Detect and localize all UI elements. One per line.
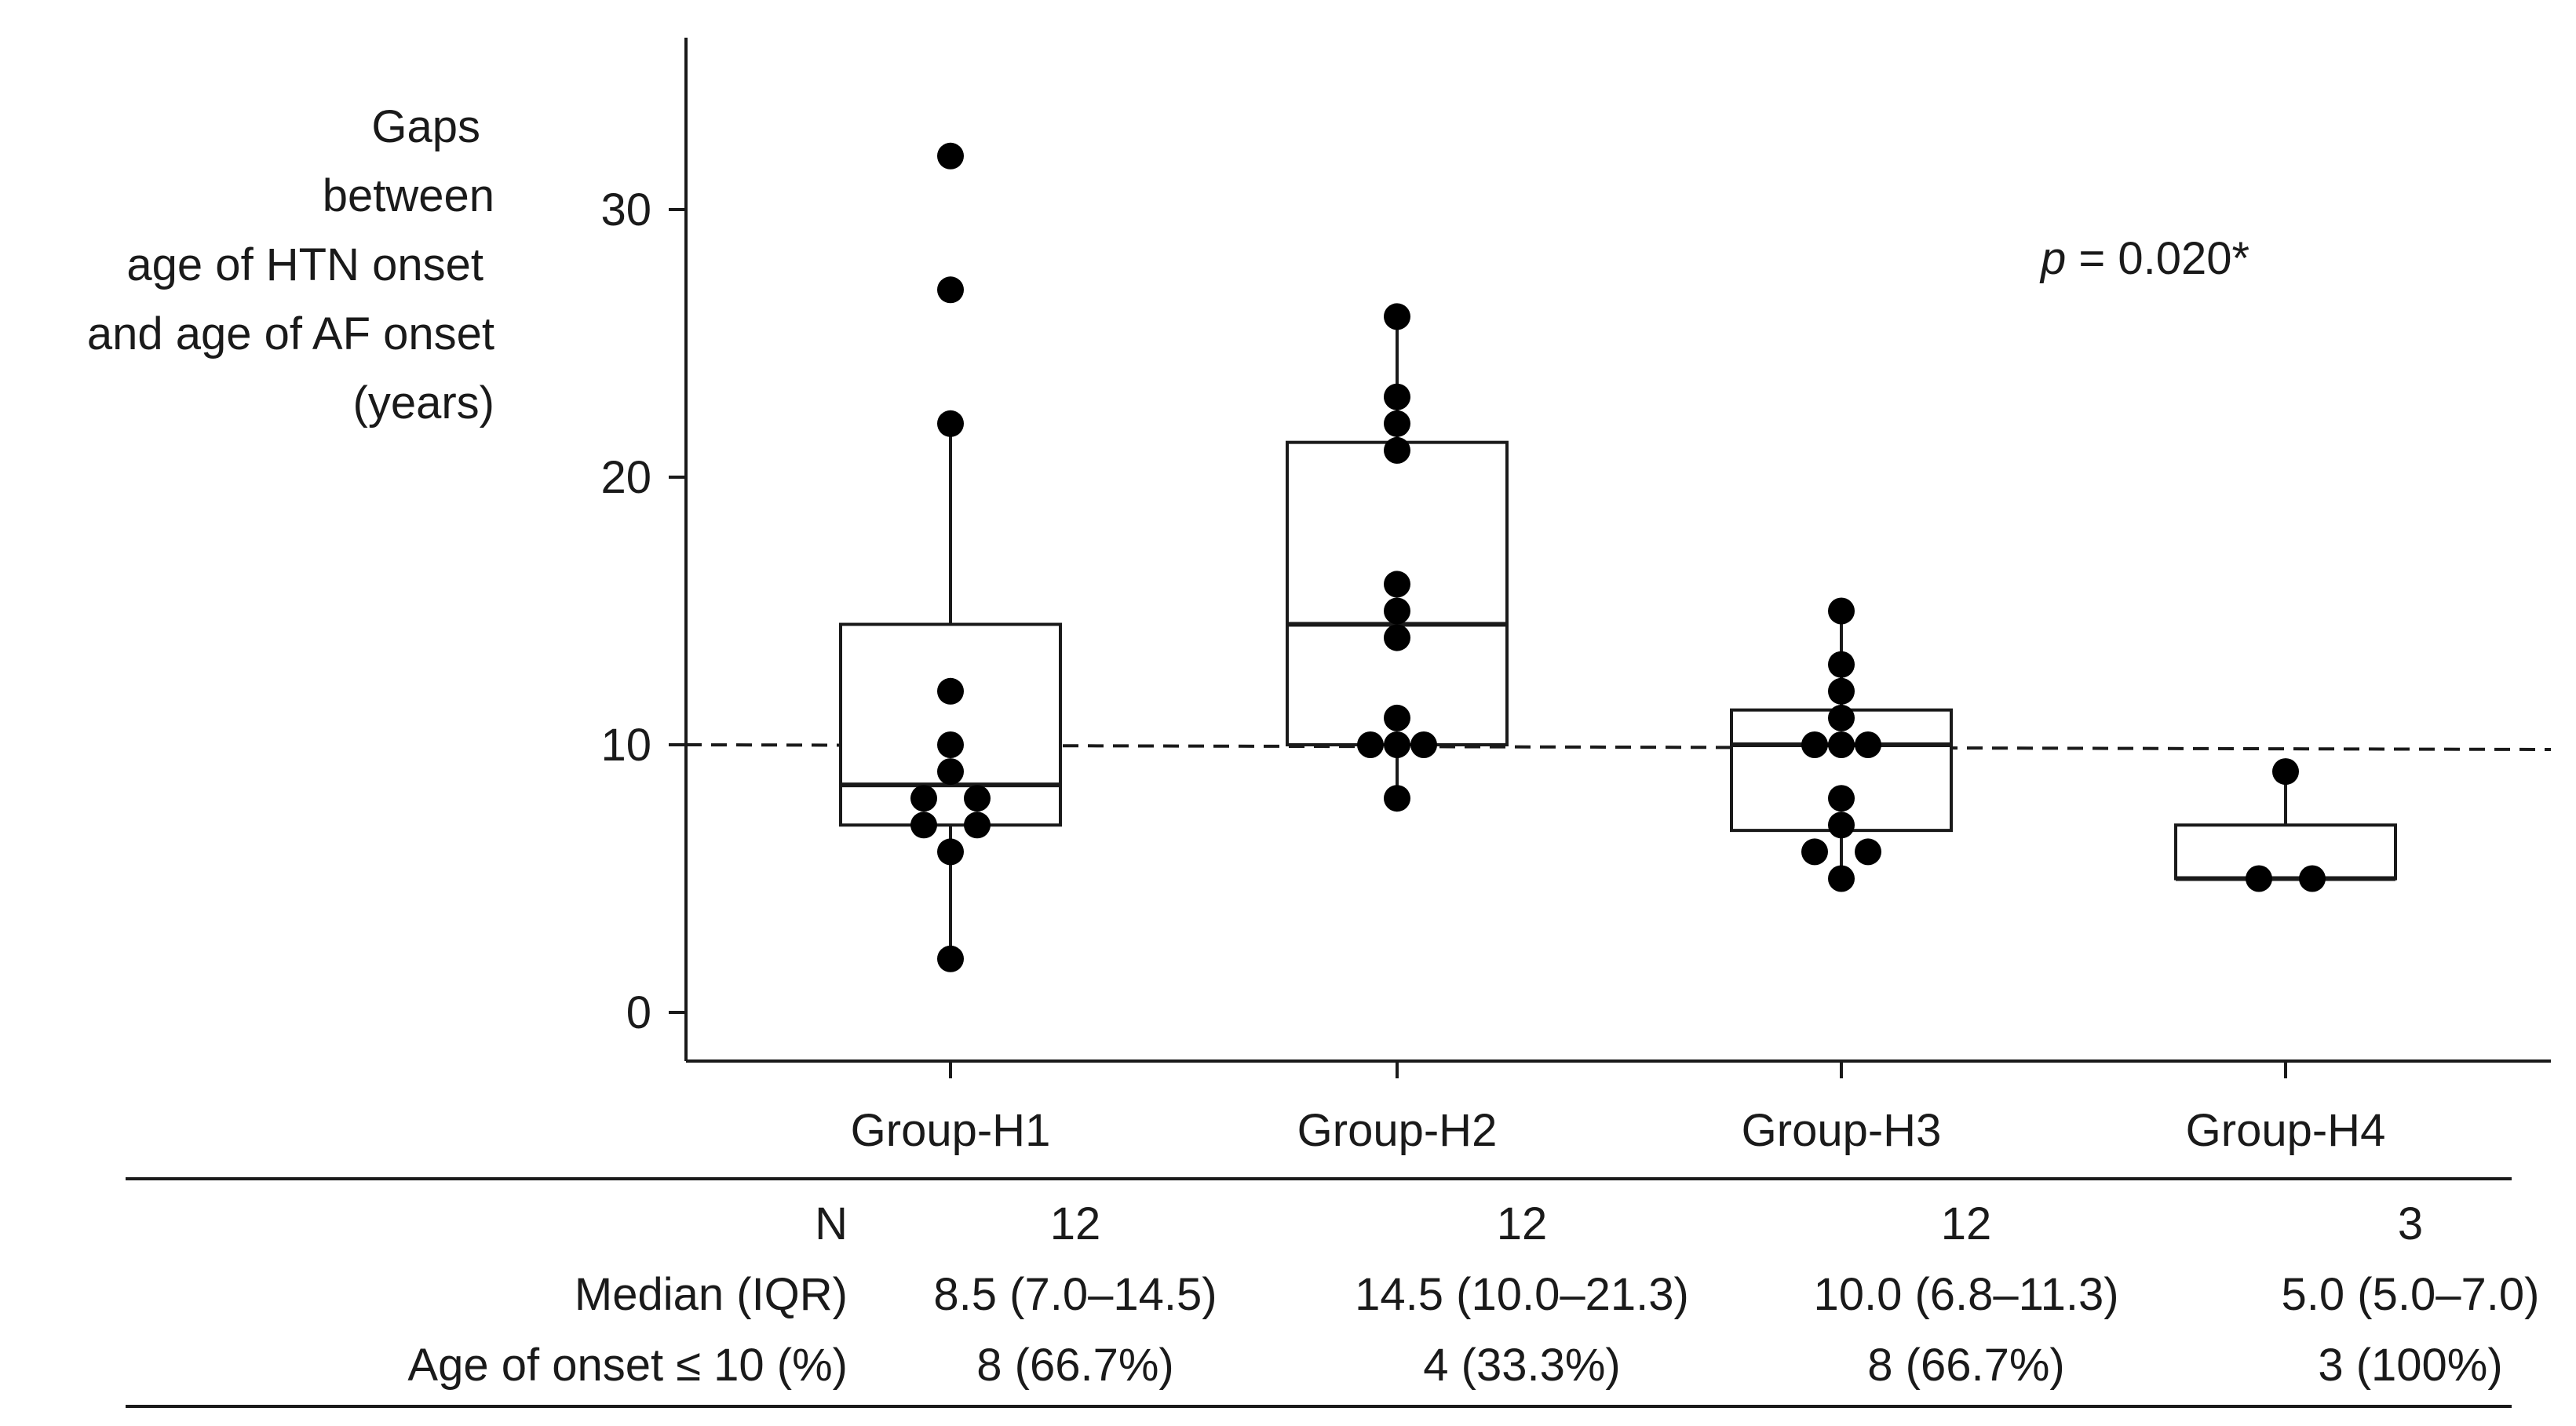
data-point xyxy=(1384,624,1410,651)
table-cell: 12 xyxy=(1940,1198,1992,1249)
data-point xyxy=(1828,731,1855,758)
data-point xyxy=(1855,731,1881,758)
x-tick-label: Group-H3 xyxy=(1742,1105,1942,1156)
table-cell: 8 (66.7%) xyxy=(976,1340,1174,1391)
data-point xyxy=(1855,838,1881,866)
y-axis-label-line: between xyxy=(322,170,494,221)
data-point xyxy=(1384,597,1410,625)
data-point xyxy=(1384,436,1410,464)
data-point xyxy=(1828,865,1855,892)
row-label: Age of onset ≤ 10 (%) xyxy=(407,1340,848,1391)
data-point xyxy=(1384,785,1410,812)
iqr-box xyxy=(839,622,1062,827)
table-cell: 14.5 (10.0–21.3) xyxy=(1355,1269,1689,1320)
table-cell: 3 (100%) xyxy=(2318,1340,2503,1391)
y-axis-label-line: (years) xyxy=(352,377,494,429)
data-point xyxy=(1384,704,1410,731)
p-symbol: p xyxy=(2041,233,2067,284)
data-point xyxy=(2272,758,2299,786)
data-point xyxy=(964,811,991,839)
data-point xyxy=(2246,865,2272,892)
data-point xyxy=(910,785,937,812)
data-point xyxy=(1828,785,1855,812)
y-tick-label: 20 xyxy=(600,452,651,503)
table-cell: 4 (33.3%) xyxy=(1423,1340,1621,1391)
table-row: Age of onset ≤ 10 (%) 8 (66.7%) 4 (33.3%… xyxy=(126,1329,2512,1402)
x-tick-label: Group-H2 xyxy=(1297,1105,1498,1156)
table-cell: 10.0 (6.8–11.3) xyxy=(1813,1269,2119,1320)
table-cell: 12 xyxy=(1496,1198,1548,1249)
data-point xyxy=(1384,571,1410,598)
data-point xyxy=(1384,303,1410,330)
data-point xyxy=(1828,811,1855,839)
p-value-annotation: p = 0.020* xyxy=(2041,232,2249,285)
row-label: Median (IQR) xyxy=(574,1269,848,1320)
data-point xyxy=(937,945,964,972)
p-value-text: = 0.020* xyxy=(2066,233,2250,284)
table-row: N 12 12 12 3 xyxy=(126,1188,2512,1260)
y-axis-label-line: and age of AF onset xyxy=(86,308,494,359)
y-tick-label: 30 xyxy=(600,184,651,235)
y-axis-label: Gaps between age of HTN onset and age of… xyxy=(16,93,494,438)
data-point xyxy=(1828,704,1855,731)
data-point xyxy=(937,838,964,866)
data-point xyxy=(1384,731,1410,758)
data-point xyxy=(1410,731,1437,758)
row-label: N xyxy=(815,1198,848,1249)
y-axis-label-line: Gaps xyxy=(371,101,480,152)
y-axis-label-line: age of HTN onset xyxy=(126,239,483,290)
data-point xyxy=(1357,731,1384,758)
data-point xyxy=(937,731,964,758)
data-point xyxy=(1828,651,1855,678)
table-cell: 3 xyxy=(2397,1198,2424,1249)
summary-table: N 12 12 12 3 Median (IQR) 8.5 (7.0–14.5)… xyxy=(126,1177,2540,1408)
data-point xyxy=(910,811,937,839)
data-point xyxy=(2299,865,2326,892)
y-tick-label: 10 xyxy=(600,720,651,771)
data-point xyxy=(1828,597,1855,625)
table-cell: 5.0 (5.0–7.0) xyxy=(2281,1269,2540,1320)
x-tick-label: Group-H4 xyxy=(2186,1105,2386,1156)
data-point xyxy=(1384,383,1410,410)
data-point xyxy=(937,276,964,304)
data-point xyxy=(1801,838,1828,866)
data-point xyxy=(937,142,964,170)
table-cell: 12 xyxy=(1049,1198,1101,1249)
table-cell: 8 (66.7%) xyxy=(1867,1340,2065,1391)
table-cell: 8.5 (7.0–14.5) xyxy=(933,1269,1217,1320)
data-point xyxy=(937,758,964,786)
data-point xyxy=(964,785,991,812)
table-row: Median (IQR) 8.5 (7.0–14.5) 14.5 (10.0–2… xyxy=(126,1259,2540,1331)
data-point xyxy=(937,410,964,437)
x-tick-label: Group-H1 xyxy=(851,1105,1051,1156)
data-point xyxy=(1828,677,1855,705)
iqr-box xyxy=(2174,823,2397,881)
data-point xyxy=(1801,731,1828,758)
data-point xyxy=(1384,410,1410,437)
data-point xyxy=(937,677,964,705)
plot-area: 0 10 20 30 Group-H1 Group-H2 Group-H3 Group-H4 xyxy=(600,38,2552,1156)
y-tick-label: 0 xyxy=(626,987,651,1038)
